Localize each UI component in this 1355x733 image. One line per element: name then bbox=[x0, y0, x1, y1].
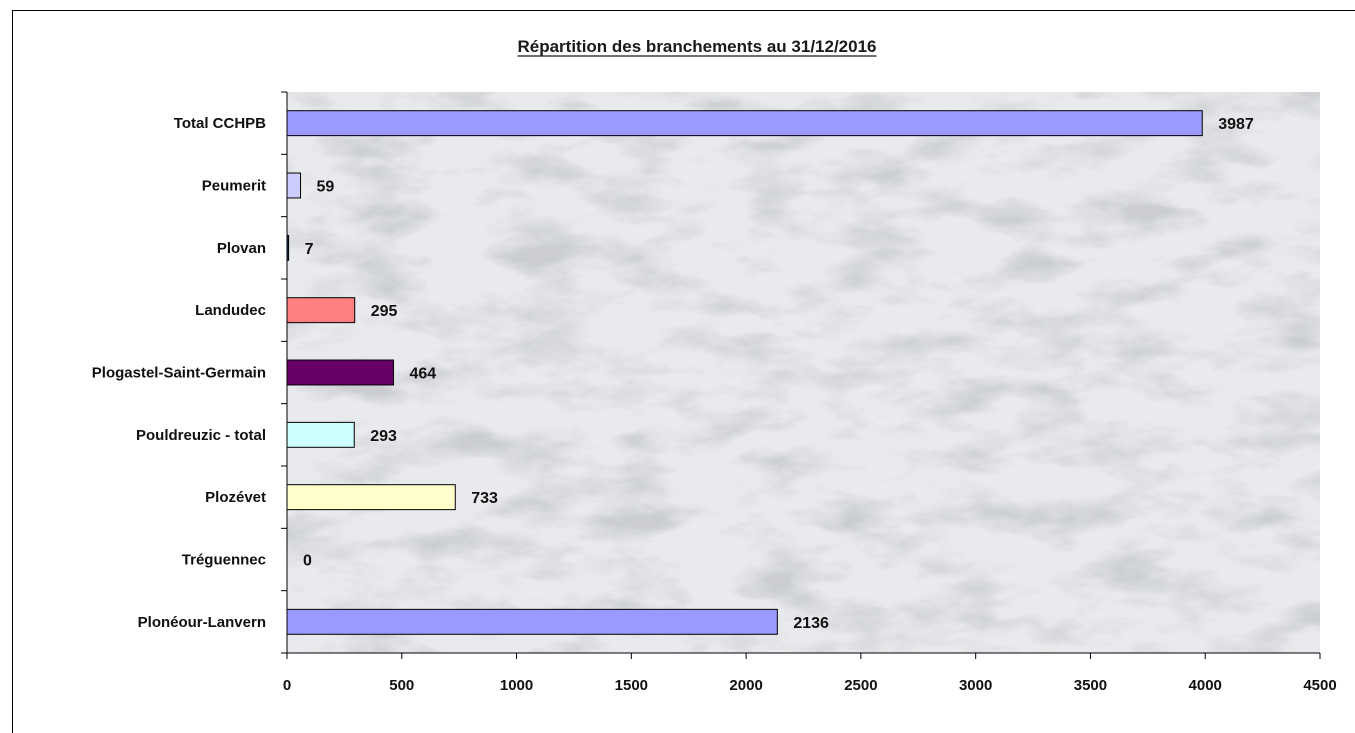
chart-frame bbox=[12, 10, 1355, 733]
value-label-total-cchpb: 3987 bbox=[1218, 116, 1254, 133]
x-tick-label-3500: 3500 bbox=[1074, 677, 1107, 694]
category-label-plovan: Plovan bbox=[217, 240, 266, 257]
category-label-landudec: Landudec bbox=[195, 302, 266, 319]
category-label-plozevet: Plozévet bbox=[205, 489, 266, 506]
value-label-plovan: 7 bbox=[305, 241, 314, 258]
x-tick-label-1000: 1000 bbox=[500, 677, 533, 694]
value-label-plogastel-saint-germain: 464 bbox=[410, 366, 437, 383]
bar-total-cchpb bbox=[286, 110, 1203, 137]
labels: 3987 Total CCHPB 59 Peumerit 7 Plovan 295 Landu… bbox=[92, 115, 1337, 694]
x-tick-label-0: 0 bbox=[283, 677, 291, 694]
x-tick-label-4500: 4500 bbox=[1303, 677, 1336, 694]
chart-title: Répartition des branchements au 31/12/20… bbox=[517, 37, 876, 56]
value-label-landudec: 295 bbox=[371, 303, 398, 320]
value-label-ploneour-lanvern: 2136 bbox=[793, 615, 829, 632]
category-label-total-cchpb: Total CCHPB bbox=[174, 115, 266, 132]
value-label-plozevet: 733 bbox=[471, 490, 498, 507]
value-label-treguennec: 0 bbox=[303, 553, 312, 570]
category-label-peumerit: Peumerit bbox=[202, 178, 266, 195]
value-label-pouldreuzic-total: 293 bbox=[370, 428, 397, 445]
bars bbox=[286, 110, 1203, 635]
value-label-peumerit: 59 bbox=[317, 179, 335, 196]
x-tick-label-3000: 3000 bbox=[959, 677, 992, 694]
x-tick-label-1500: 1500 bbox=[615, 677, 648, 694]
bar-ploneour-lanvern bbox=[286, 608, 778, 635]
bar-pouldreuzic-total bbox=[286, 421, 355, 448]
category-label-pouldreuzic-total: Pouldreuzic - total bbox=[136, 427, 266, 444]
bar-plogastel-saint-germain bbox=[286, 359, 395, 386]
category-label-plogastel-saint-germain: Plogastel-Saint-Germain bbox=[92, 365, 266, 382]
category-label-treguennec: Tréguennec bbox=[182, 552, 266, 569]
x-tick-label-500: 500 bbox=[389, 677, 414, 694]
plot-marble-texture bbox=[287, 92, 1320, 653]
bar-peumerit bbox=[286, 172, 302, 199]
plot-area bbox=[287, 92, 1320, 653]
x-tick-label-4000: 4000 bbox=[1189, 677, 1222, 694]
category-label-ploneour-lanvern: Plonéour-Lanvern bbox=[138, 614, 266, 631]
x-tick-label-2000: 2000 bbox=[729, 677, 762, 694]
bar-landudec bbox=[286, 297, 356, 324]
x-tick-label-2500: 2500 bbox=[844, 677, 877, 694]
axes bbox=[281, 91, 1321, 659]
bar-plozevet bbox=[286, 484, 456, 511]
